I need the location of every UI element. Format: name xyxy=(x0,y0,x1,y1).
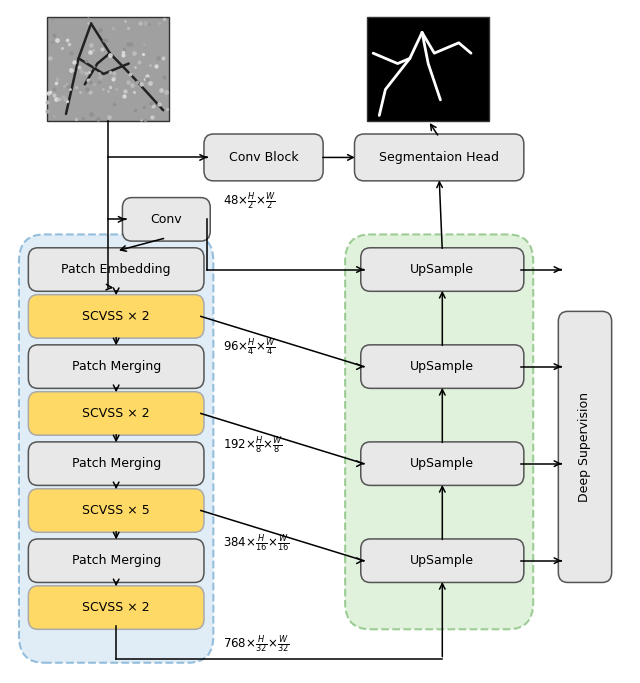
FancyBboxPatch shape xyxy=(361,442,524,486)
FancyBboxPatch shape xyxy=(28,392,204,435)
Text: SCVSS × 2: SCVSS × 2 xyxy=(83,407,150,420)
Text: $384{\times}\frac{H}{16}{\times}\frac{W}{16}$: $384{\times}\frac{H}{16}{\times}\frac{W}… xyxy=(223,533,289,555)
FancyBboxPatch shape xyxy=(122,197,211,241)
Text: $768{\times}\frac{H}{32}{\times}\frac{W}{32}$: $768{\times}\frac{H}{32}{\times}\frac{W}… xyxy=(223,633,289,655)
FancyBboxPatch shape xyxy=(355,134,524,181)
Text: Patch Embedding: Patch Embedding xyxy=(61,263,171,276)
Text: UpSample: UpSample xyxy=(410,554,474,567)
Bar xyxy=(47,17,170,121)
Text: $192{\times}\frac{H}{8}{\times}\frac{W}{8}$: $192{\times}\frac{H}{8}{\times}\frac{W}{… xyxy=(223,434,283,456)
Text: Patch Merging: Patch Merging xyxy=(72,554,161,567)
FancyBboxPatch shape xyxy=(28,345,204,389)
FancyBboxPatch shape xyxy=(28,442,204,486)
Text: Patch Merging: Patch Merging xyxy=(72,457,161,470)
FancyBboxPatch shape xyxy=(361,345,524,389)
FancyBboxPatch shape xyxy=(558,311,612,583)
Text: $96{\times}\frac{H}{4}{\times}\frac{W}{4}$: $96{\times}\frac{H}{4}{\times}\frac{W}{4… xyxy=(223,336,275,358)
Text: Deep Supervision: Deep Supervision xyxy=(579,392,591,502)
Text: UpSample: UpSample xyxy=(410,360,474,373)
Text: Segmentaion Head: Segmentaion Head xyxy=(379,151,499,164)
FancyBboxPatch shape xyxy=(345,234,533,629)
Text: UpSample: UpSample xyxy=(410,263,474,276)
Text: Conv Block: Conv Block xyxy=(228,151,298,164)
Text: UpSample: UpSample xyxy=(410,457,474,470)
Text: SCVSS × 5: SCVSS × 5 xyxy=(83,504,150,517)
FancyBboxPatch shape xyxy=(28,248,204,292)
FancyBboxPatch shape xyxy=(204,134,323,181)
FancyBboxPatch shape xyxy=(28,294,204,338)
Text: $48{\times}\frac{H}{2}{\times}\frac{W}{2}$: $48{\times}\frac{H}{2}{\times}\frac{W}{2… xyxy=(223,190,275,212)
FancyBboxPatch shape xyxy=(361,248,524,292)
Bar xyxy=(367,17,490,121)
Text: Patch Merging: Patch Merging xyxy=(72,360,161,373)
FancyBboxPatch shape xyxy=(361,539,524,583)
FancyBboxPatch shape xyxy=(28,539,204,583)
FancyBboxPatch shape xyxy=(19,234,213,663)
FancyBboxPatch shape xyxy=(28,489,204,532)
Text: SCVSS × 2: SCVSS × 2 xyxy=(83,310,150,323)
Text: Conv: Conv xyxy=(150,213,182,226)
Text: SCVSS × 2: SCVSS × 2 xyxy=(83,601,150,614)
FancyBboxPatch shape xyxy=(28,586,204,629)
